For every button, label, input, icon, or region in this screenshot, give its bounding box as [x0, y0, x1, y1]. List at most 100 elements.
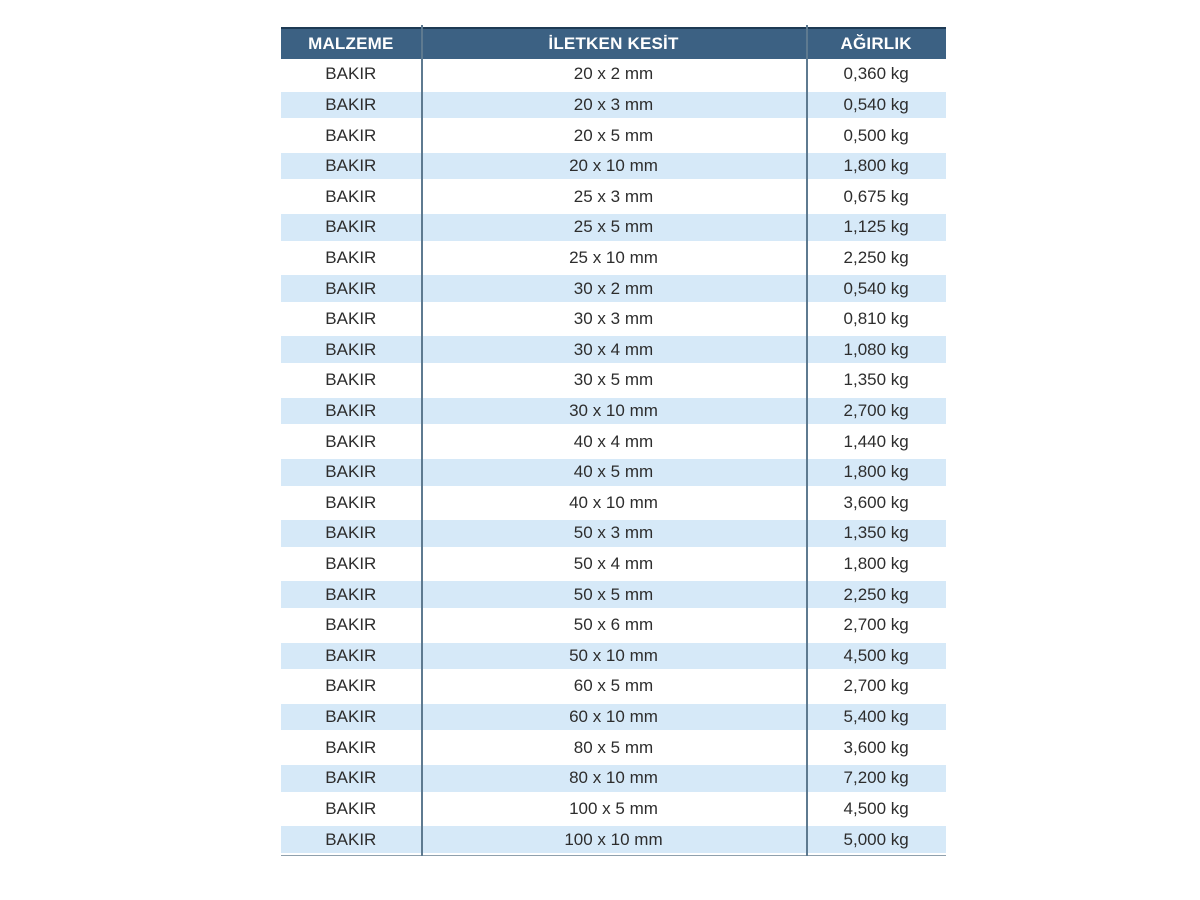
- cell-section: 80 x 5 mm: [573, 737, 654, 757]
- table-row: BAKIR 50 x 10 mm 4,500 kg: [281, 640, 946, 672]
- table-row: BAKIR 50 x 6 mm 2,700 kg: [281, 610, 946, 641]
- cell-weight: 4,500 kg: [843, 798, 909, 818]
- cell-weight: 2,250 kg: [843, 247, 909, 267]
- cell-weight: 1,125 kg: [843, 217, 909, 237]
- cell-section: 60 x 10 mm: [569, 707, 658, 727]
- cell-section: 20 x 10 mm: [569, 156, 658, 176]
- cell-material: BAKIR: [325, 370, 377, 390]
- cell-material: BAKIR: [325, 247, 377, 267]
- cell-weight: 0,675 kg: [843, 186, 909, 206]
- header-iletken-kesit: İLETKEN KESİT: [548, 34, 679, 53]
- cell-material: BAKIR: [325, 125, 377, 145]
- cell-section: 40 x 5 mm: [573, 462, 654, 482]
- cell-section: 40 x 10 mm: [569, 492, 658, 512]
- table-row: BAKIR 40 x 5 mm 1,800 kg: [281, 456, 946, 488]
- cell-material: BAKIR: [325, 707, 377, 727]
- table-body: BAKIR 20 x 2 mm 0,360 kg BAKIR 20 x 3 mm 0,54…: [281, 59, 946, 856]
- cell-weight: 3,600 kg: [843, 737, 909, 757]
- table-row: BAKIR 30 x 10 mm 2,700 kg: [281, 395, 946, 427]
- cell-section: 100 x 5 mm: [569, 798, 658, 818]
- cell-weight: 2,700 kg: [843, 676, 909, 696]
- table-row: BAKIR 25 x 10 mm 2,250 kg: [281, 243, 946, 274]
- table-row: BAKIR 20 x 5 mm 0,500 kg: [281, 120, 946, 151]
- cell-section: 20 x 5 mm: [573, 125, 654, 145]
- cell-material: BAKIR: [325, 829, 377, 849]
- table-row: BAKIR 100 x 10 mm 5,000 kg: [281, 824, 946, 855]
- cell-section: 25 x 3 mm: [573, 186, 654, 206]
- cell-section: 30 x 5 mm: [573, 370, 654, 390]
- cell-section: 50 x 3 mm: [573, 523, 654, 543]
- cell-material: BAKIR: [325, 798, 377, 818]
- cell-material: BAKIR: [325, 278, 377, 298]
- cell-section: 30 x 10 mm: [569, 401, 658, 420]
- cell-material: BAKIR: [325, 217, 377, 237]
- table-row: BAKIR 60 x 5 mm 2,700 kg: [281, 671, 946, 702]
- cell-weight: 1,350 kg: [843, 523, 909, 543]
- cell-material: BAKIR: [325, 523, 377, 543]
- cell-weight: 1,080 kg: [843, 339, 909, 359]
- cell-weight: 1,800 kg: [843, 462, 909, 482]
- cell-material: BAKIR: [325, 401, 377, 420]
- cell-material: BAKIR: [325, 431, 377, 451]
- cell-weight: 2,700 kg: [843, 401, 909, 420]
- cell-weight: 0,500 kg: [843, 125, 909, 145]
- table-row: BAKIR 50 x 3 mm 1,350 kg: [281, 518, 946, 549]
- cell-weight: 5,000 kg: [843, 829, 909, 849]
- table-row: BAKIR 80 x 5 mm 3,600 kg: [281, 732, 946, 763]
- cell-material: BAKIR: [325, 94, 377, 114]
- cell-section: 100 x 10 mm: [564, 829, 663, 849]
- cell-weight: 4,500 kg: [843, 645, 909, 665]
- cell-weight: 1,800 kg: [843, 554, 909, 574]
- table-row: BAKIR 20 x 3 mm 0,540 kg: [281, 89, 946, 121]
- cell-material: BAKIR: [325, 309, 377, 329]
- cell-section: 50 x 4 mm: [573, 554, 654, 574]
- cell-weight: 2,250 kg: [843, 584, 909, 604]
- cell-material: BAKIR: [325, 645, 377, 665]
- table-row: BAKIR 60 x 10 mm 5,400 kg: [281, 701, 946, 733]
- cell-section: 25 x 5 mm: [573, 217, 654, 237]
- table-row: BAKIR 40 x 4 mm 1,440 kg: [281, 426, 946, 457]
- cell-section: 40 x 4 mm: [573, 431, 654, 451]
- cell-material: BAKIR: [325, 615, 377, 635]
- cell-material: BAKIR: [325, 492, 377, 512]
- cell-section: 80 x 10 mm: [569, 768, 658, 788]
- cell-weight: 2,700 kg: [843, 615, 909, 635]
- table-row: BAKIR 20 x 10 mm 1,800 kg: [281, 150, 946, 182]
- cell-weight: 1,350 kg: [843, 370, 909, 390]
- table-row: BAKIR 30 x 3 mm 0,810 kg: [281, 304, 946, 335]
- cell-section: 50 x 10 mm: [569, 645, 658, 665]
- table-row: BAKIR 40 x 10 mm 3,600 kg: [281, 488, 946, 519]
- cell-material: BAKIR: [325, 462, 377, 482]
- weight-table: MALZEME İLETKEN KESİT AĞIRLIK BAKIR 20 x …: [281, 25, 946, 856]
- cell-weight: 5,400 kg: [843, 707, 909, 727]
- table-header-row: MALZEME İLETKEN KESİT AĞIRLIK: [281, 27, 946, 59]
- cell-material: BAKIR: [325, 737, 377, 757]
- cell-material: BAKIR: [325, 768, 377, 788]
- cell-section: 20 x 2 mm: [573, 64, 654, 84]
- cell-weight: 7,200 kg: [843, 768, 909, 788]
- cell-section: 60 x 5 mm: [573, 676, 654, 696]
- header-malzeme: MALZEME: [308, 34, 394, 53]
- table-row: BAKIR 30 x 4 mm 1,080 kg: [281, 334, 946, 366]
- cell-section: 30 x 3 mm: [573, 309, 654, 329]
- cell-weight: 3,600 kg: [843, 492, 909, 512]
- table-row: BAKIR 50 x 5 mm 2,250 kg: [281, 579, 946, 610]
- cell-weight: 0,360 kg: [843, 64, 909, 84]
- cell-section: 30 x 2 mm: [573, 278, 654, 298]
- cell-section: 30 x 4 mm: [573, 339, 654, 359]
- table-row: BAKIR 25 x 3 mm 0,675 kg: [281, 181, 946, 212]
- cell-section: 25 x 10 mm: [569, 247, 658, 267]
- table-row: BAKIR 50 x 4 mm 1,800 kg: [281, 549, 946, 580]
- cell-weight: 0,540 kg: [843, 278, 909, 298]
- cell-section: 50 x 6 mm: [573, 615, 654, 635]
- cell-material: BAKIR: [325, 554, 377, 574]
- header-agirlik: AĞIRLIK: [840, 34, 912, 53]
- cell-weight: 0,540 kg: [843, 94, 909, 114]
- cell-weight: 1,440 kg: [843, 431, 909, 451]
- table-row: BAKIR 25 x 5 mm 1,125 kg: [281, 212, 946, 243]
- table-row: BAKIR 30 x 2 mm 0,540 kg: [281, 273, 946, 304]
- cell-material: BAKIR: [325, 676, 377, 696]
- cell-section: 50 x 5 mm: [573, 584, 654, 604]
- cell-weight: 1,800 kg: [843, 156, 909, 176]
